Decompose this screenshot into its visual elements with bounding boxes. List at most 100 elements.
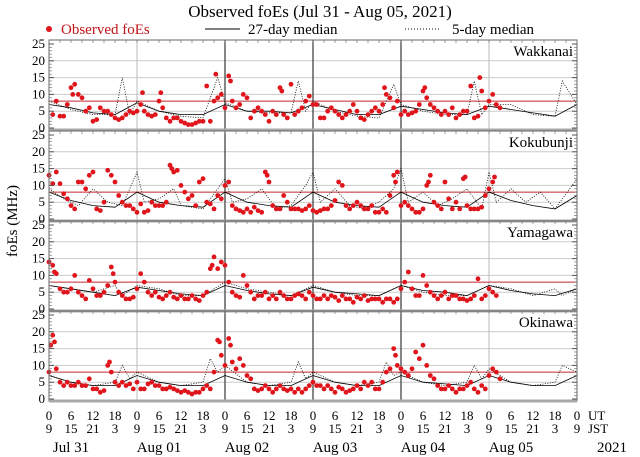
observed-point <box>398 203 404 209</box>
observed-point <box>72 273 78 278</box>
observed-point <box>141 279 147 285</box>
observed-point <box>372 296 378 302</box>
observed-point <box>328 203 334 209</box>
observed-point <box>453 199 459 205</box>
observed-point <box>380 206 386 212</box>
observed-point <box>196 118 202 124</box>
observed-point <box>427 172 433 178</box>
date-label: Aug 05 <box>489 440 534 456</box>
observed-point <box>64 289 70 295</box>
observed-point <box>130 386 136 392</box>
observed-point <box>68 383 74 388</box>
observed-point <box>295 206 301 212</box>
observed-point <box>218 196 224 202</box>
observed-point <box>288 386 294 392</box>
observed-point <box>405 373 411 378</box>
observed-point <box>149 113 155 119</box>
observed-point <box>233 366 239 372</box>
observed-point <box>174 296 180 302</box>
observed-point <box>70 92 76 97</box>
x-tick-jst: 9 <box>574 421 581 436</box>
observed-point <box>248 115 254 121</box>
observed-point <box>50 262 56 268</box>
observed-point <box>438 293 444 298</box>
x-tick-jst: 9 <box>46 421 53 436</box>
station-label: Wakkanai <box>513 44 573 60</box>
observed-point <box>435 383 441 388</box>
observed-point <box>339 115 345 121</box>
observed-point <box>123 383 129 388</box>
observed-point <box>442 108 448 114</box>
observed-point <box>193 296 199 302</box>
observed-point <box>382 85 387 91</box>
date-label: Jul 31 <box>53 440 89 456</box>
observed-point <box>497 105 503 111</box>
y-tick-label: 10 <box>32 86 45 101</box>
observed-point <box>244 95 250 101</box>
legend: Observed foEs 27-day median 5-day median <box>46 22 535 38</box>
observed-point <box>207 386 213 392</box>
observed-point <box>259 209 265 215</box>
observed-point <box>57 181 63 187</box>
observed-point <box>391 346 397 351</box>
observed-point <box>442 386 448 392</box>
observed-point <box>284 388 290 393</box>
x-tick-ut: 6 <box>332 408 339 423</box>
observed-point <box>299 389 305 395</box>
observed-point <box>299 208 305 214</box>
observed-point <box>460 386 466 392</box>
x-tick-jst: 15 <box>153 421 166 436</box>
observed-point <box>53 169 59 175</box>
observed-point <box>284 296 290 302</box>
observed-point <box>383 296 389 302</box>
observed-point <box>90 118 96 124</box>
observed-point <box>86 172 92 178</box>
observed-point <box>53 98 59 104</box>
observed-point <box>376 386 382 392</box>
observed-point <box>409 366 415 372</box>
observed-point <box>277 383 283 388</box>
observed-point <box>482 293 488 298</box>
observed-point <box>354 383 360 388</box>
observed-point <box>273 296 279 302</box>
observed-point <box>94 117 100 122</box>
observed-point <box>372 209 378 215</box>
x-tick-ut: 0 <box>222 408 229 423</box>
y-tick-label: 5 <box>39 284 46 299</box>
observed-point <box>68 203 74 209</box>
observed-point <box>259 108 265 114</box>
observed-point <box>237 294 243 300</box>
x-tick-ut: 12 <box>263 408 276 423</box>
observed-point <box>314 209 320 215</box>
observed-point <box>398 112 404 117</box>
panels: 0510152025Wakkanai0510152025Kokubunji051… <box>32 36 578 406</box>
observed-point <box>464 383 470 388</box>
observed-point <box>295 386 301 392</box>
observed-point <box>464 203 470 209</box>
observed-point <box>178 389 184 395</box>
observed-point <box>358 386 364 392</box>
observed-point <box>446 196 452 202</box>
y-tick-label: 25 <box>32 36 45 51</box>
observed-point <box>446 383 452 388</box>
observed-point <box>251 386 257 392</box>
observed-point <box>222 363 228 368</box>
observed-point <box>53 271 59 277</box>
y-axis-label: foEs (MHz) <box>5 185 21 257</box>
observed-point <box>68 85 74 91</box>
y-tick-label: 10 <box>32 267 45 282</box>
observed-point <box>207 118 213 124</box>
y-tick-label: 15 <box>32 70 45 85</box>
observed-point <box>145 289 151 295</box>
observed-point <box>149 293 155 298</box>
observed-point <box>189 391 195 397</box>
observed-point <box>288 81 294 87</box>
observed-point <box>372 105 378 111</box>
observed-point <box>336 112 342 117</box>
observed-point <box>387 193 393 198</box>
observed-point <box>453 293 459 298</box>
observed-point <box>376 296 382 302</box>
observed-point <box>218 352 224 358</box>
observed-point <box>182 296 188 302</box>
median-5day-line <box>48 167 578 210</box>
